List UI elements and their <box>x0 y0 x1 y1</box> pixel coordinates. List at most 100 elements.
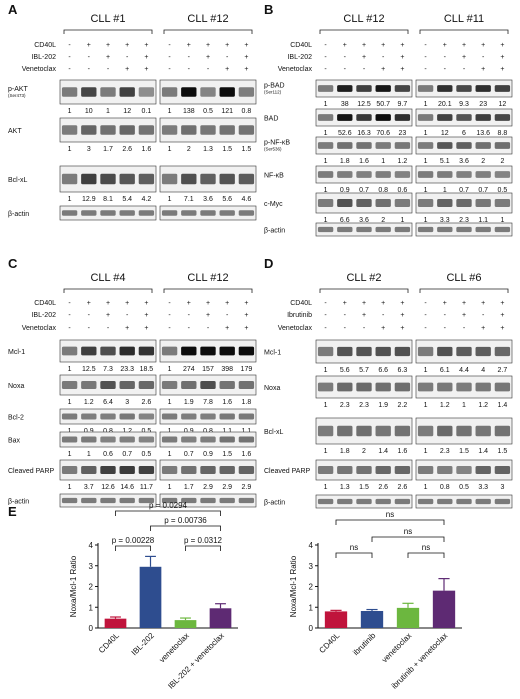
blot-band <box>219 210 235 216</box>
band-quant: 16.3 <box>357 130 371 137</box>
panel-d: D CLL #2 CLL #6 CD40L - + + + + - + + + + Ibrutinib - - +… <box>264 256 513 509</box>
condition-sign: - <box>68 42 71 49</box>
p-value-label: p = 0.0294 <box>149 501 188 510</box>
blot-band <box>200 381 216 389</box>
blot-band <box>456 498 472 505</box>
blot-band <box>119 87 135 97</box>
blot-band <box>317 171 334 178</box>
blot-band <box>417 382 434 392</box>
condition-sign: - <box>88 66 91 73</box>
blot-band <box>219 87 235 97</box>
protein-label: Mcl-1 <box>264 350 281 357</box>
blot-strip <box>159 408 257 425</box>
bar-chart-2: 0 1 2 3 4 Noxa/Mcl-1 Ratio CD40L ibrutinib venet… <box>289 510 462 691</box>
band-quant: 1.9 <box>184 399 194 406</box>
significance-bracket <box>335 519 445 525</box>
blot-band <box>394 199 411 207</box>
blot-band <box>356 142 372 149</box>
blot-band <box>456 171 472 178</box>
blot-band <box>494 171 511 178</box>
band-quant: 2.6 <box>142 399 152 406</box>
blot-band <box>456 425 472 437</box>
blot-band <box>494 114 511 121</box>
band-quant: 12.5 <box>357 101 371 108</box>
blot-band <box>337 382 353 392</box>
band-quant: 0.7 <box>122 451 132 458</box>
condition-sign: + <box>400 54 404 61</box>
condition-sign: - <box>226 54 229 61</box>
protein-sublabel: (Ser473) <box>8 93 26 98</box>
condition-sign: - <box>324 42 327 49</box>
blot-band <box>61 466 78 474</box>
blot-strip <box>415 222 513 237</box>
band-quant: 6 <box>462 130 466 137</box>
condition-sign: - <box>88 325 91 332</box>
blot-band <box>81 413 97 420</box>
category-label: IBL-202 <box>130 631 157 658</box>
bar <box>174 620 197 628</box>
band-quant: 0.8 <box>242 108 252 115</box>
condition-sign: + <box>362 300 366 307</box>
band-quant: 6.6 <box>340 217 350 224</box>
band-quant: 2 <box>481 158 485 165</box>
blot-band <box>100 466 116 474</box>
band-quant: 1 <box>424 187 428 194</box>
blot-band <box>81 466 97 474</box>
blot-band <box>100 381 116 389</box>
condition-sign: - <box>168 54 171 61</box>
band-quant: 2.7 <box>498 367 508 374</box>
y-tick-label: 1 <box>89 603 94 612</box>
category-label: ibrutinib <box>351 631 378 658</box>
condition-sign: + <box>481 325 485 332</box>
band-quant: 1.8 <box>242 399 252 406</box>
band-quant: 0.5 <box>498 187 508 194</box>
blot-band <box>138 125 155 135</box>
band-quant: 1 <box>168 366 172 373</box>
blot-band <box>119 436 135 443</box>
blot-band <box>417 425 434 437</box>
condition-sign: + <box>106 312 110 319</box>
blot-strip <box>159 79 257 105</box>
group-label: CLL #12 <box>343 13 384 25</box>
condition-sign: - <box>324 312 327 319</box>
y-tick-label: 3 <box>89 562 94 571</box>
blot-band <box>100 210 116 216</box>
band-quant: 1.5 <box>222 451 232 458</box>
condition-sign: + <box>225 66 229 73</box>
blot-band <box>417 171 434 178</box>
blot-band <box>81 381 97 389</box>
blot-band <box>375 425 391 437</box>
blot-band <box>337 425 353 437</box>
blot-band <box>81 125 97 135</box>
condition-sign: - <box>126 54 129 61</box>
blot-band <box>475 382 491 392</box>
condition-sign: + <box>500 42 504 49</box>
group-bracket <box>419 29 509 34</box>
band-quant: 70.6 <box>376 130 390 137</box>
blot-band <box>61 210 78 216</box>
protein-label: c-Myc <box>264 201 283 208</box>
blot-band <box>475 346 491 357</box>
blot-band <box>200 413 216 420</box>
blot-band <box>317 346 334 357</box>
band-quant: 3.3 <box>440 217 450 224</box>
condition-sign: + <box>144 300 148 307</box>
band-quant: 1 <box>324 187 328 194</box>
blot-band <box>200 436 216 443</box>
blot-band <box>317 199 334 207</box>
protein-label: p-BAD <box>264 83 285 90</box>
band-quant: 18.5 <box>140 366 154 373</box>
band-quant: 1.2 <box>84 399 94 406</box>
bar-chart-1: 0 1 2 3 4 Noxa/Mcl-1 Ratio CD40L IBL-202 venetoc… <box>69 501 238 691</box>
blot-band <box>61 346 78 356</box>
p-value-label: ns <box>404 527 412 536</box>
blot-band <box>437 466 453 474</box>
blot-band <box>161 466 178 474</box>
band-quant: 0.5 <box>142 428 152 435</box>
blot-strip <box>59 408 157 425</box>
condition-sign: + <box>481 42 485 49</box>
protein-label: Bcl-xL <box>264 429 284 436</box>
panel-b: B CLL #12 CLL #11 CD40L - + + + + - + + + + IBL-202 - - +… <box>264 2 513 237</box>
condition-sign: - <box>463 66 466 73</box>
blot-band <box>119 466 135 474</box>
